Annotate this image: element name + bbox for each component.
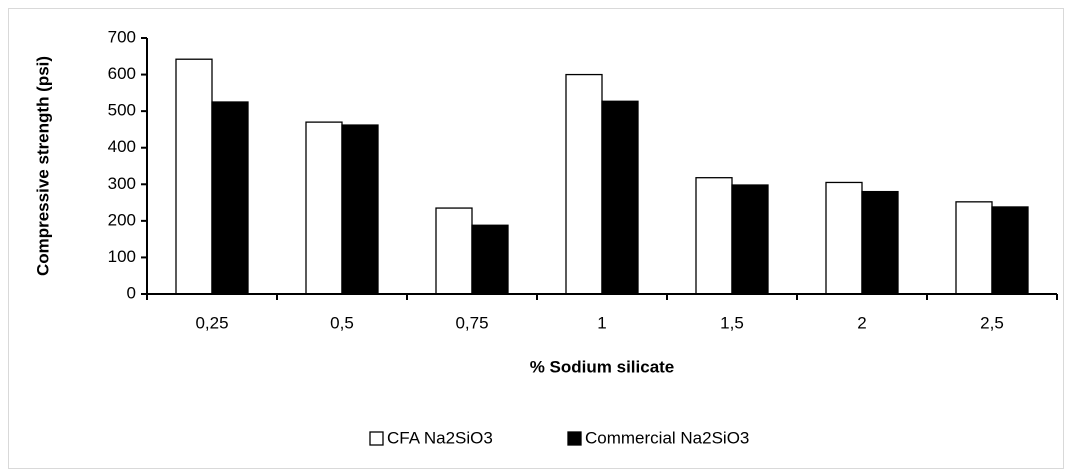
legend-label: CFA Na2SiO3 <box>387 428 493 447</box>
x-tick-label: 0,5 <box>330 313 354 332</box>
x-tick-label: 1,5 <box>720 313 744 332</box>
y-tick-label: 600 <box>108 64 136 83</box>
y-tick-label: 400 <box>108 137 136 156</box>
y-tick-label: 500 <box>108 101 136 120</box>
bar <box>955 201 993 295</box>
bar <box>731 184 769 295</box>
legend-label: Commercial Na2SiO3 <box>585 428 749 447</box>
bar <box>305 121 343 295</box>
x-tick-label: 1 <box>597 313 606 332</box>
x-tick-label: 2 <box>857 313 866 332</box>
legend-swatch <box>369 431 384 446</box>
bar <box>695 177 733 295</box>
y-tick-label: 200 <box>108 210 136 229</box>
x-tick-label: 0,75 <box>455 313 488 332</box>
bar <box>435 207 473 295</box>
chart-border <box>8 8 1064 469</box>
bar <box>825 181 863 295</box>
bar <box>341 124 379 295</box>
bar <box>471 224 509 295</box>
y-tick-label: 100 <box>108 247 136 266</box>
x-tick-label: 2,5 <box>980 313 1004 332</box>
bar <box>565 73 603 295</box>
bar <box>991 206 1029 295</box>
bar <box>211 101 249 295</box>
y-tick-label: 0 <box>127 283 136 302</box>
legend-swatch <box>567 431 582 446</box>
bar <box>861 190 899 295</box>
bar <box>601 100 639 295</box>
x-axis-title: % Sodium silicate <box>530 357 675 376</box>
bar <box>175 58 213 295</box>
y-tick-label: 300 <box>108 174 136 193</box>
y-axis-title: Compressive strength (psi) <box>33 56 52 276</box>
y-tick-label: 700 <box>108 27 136 46</box>
x-tick-label: 0,25 <box>195 313 228 332</box>
